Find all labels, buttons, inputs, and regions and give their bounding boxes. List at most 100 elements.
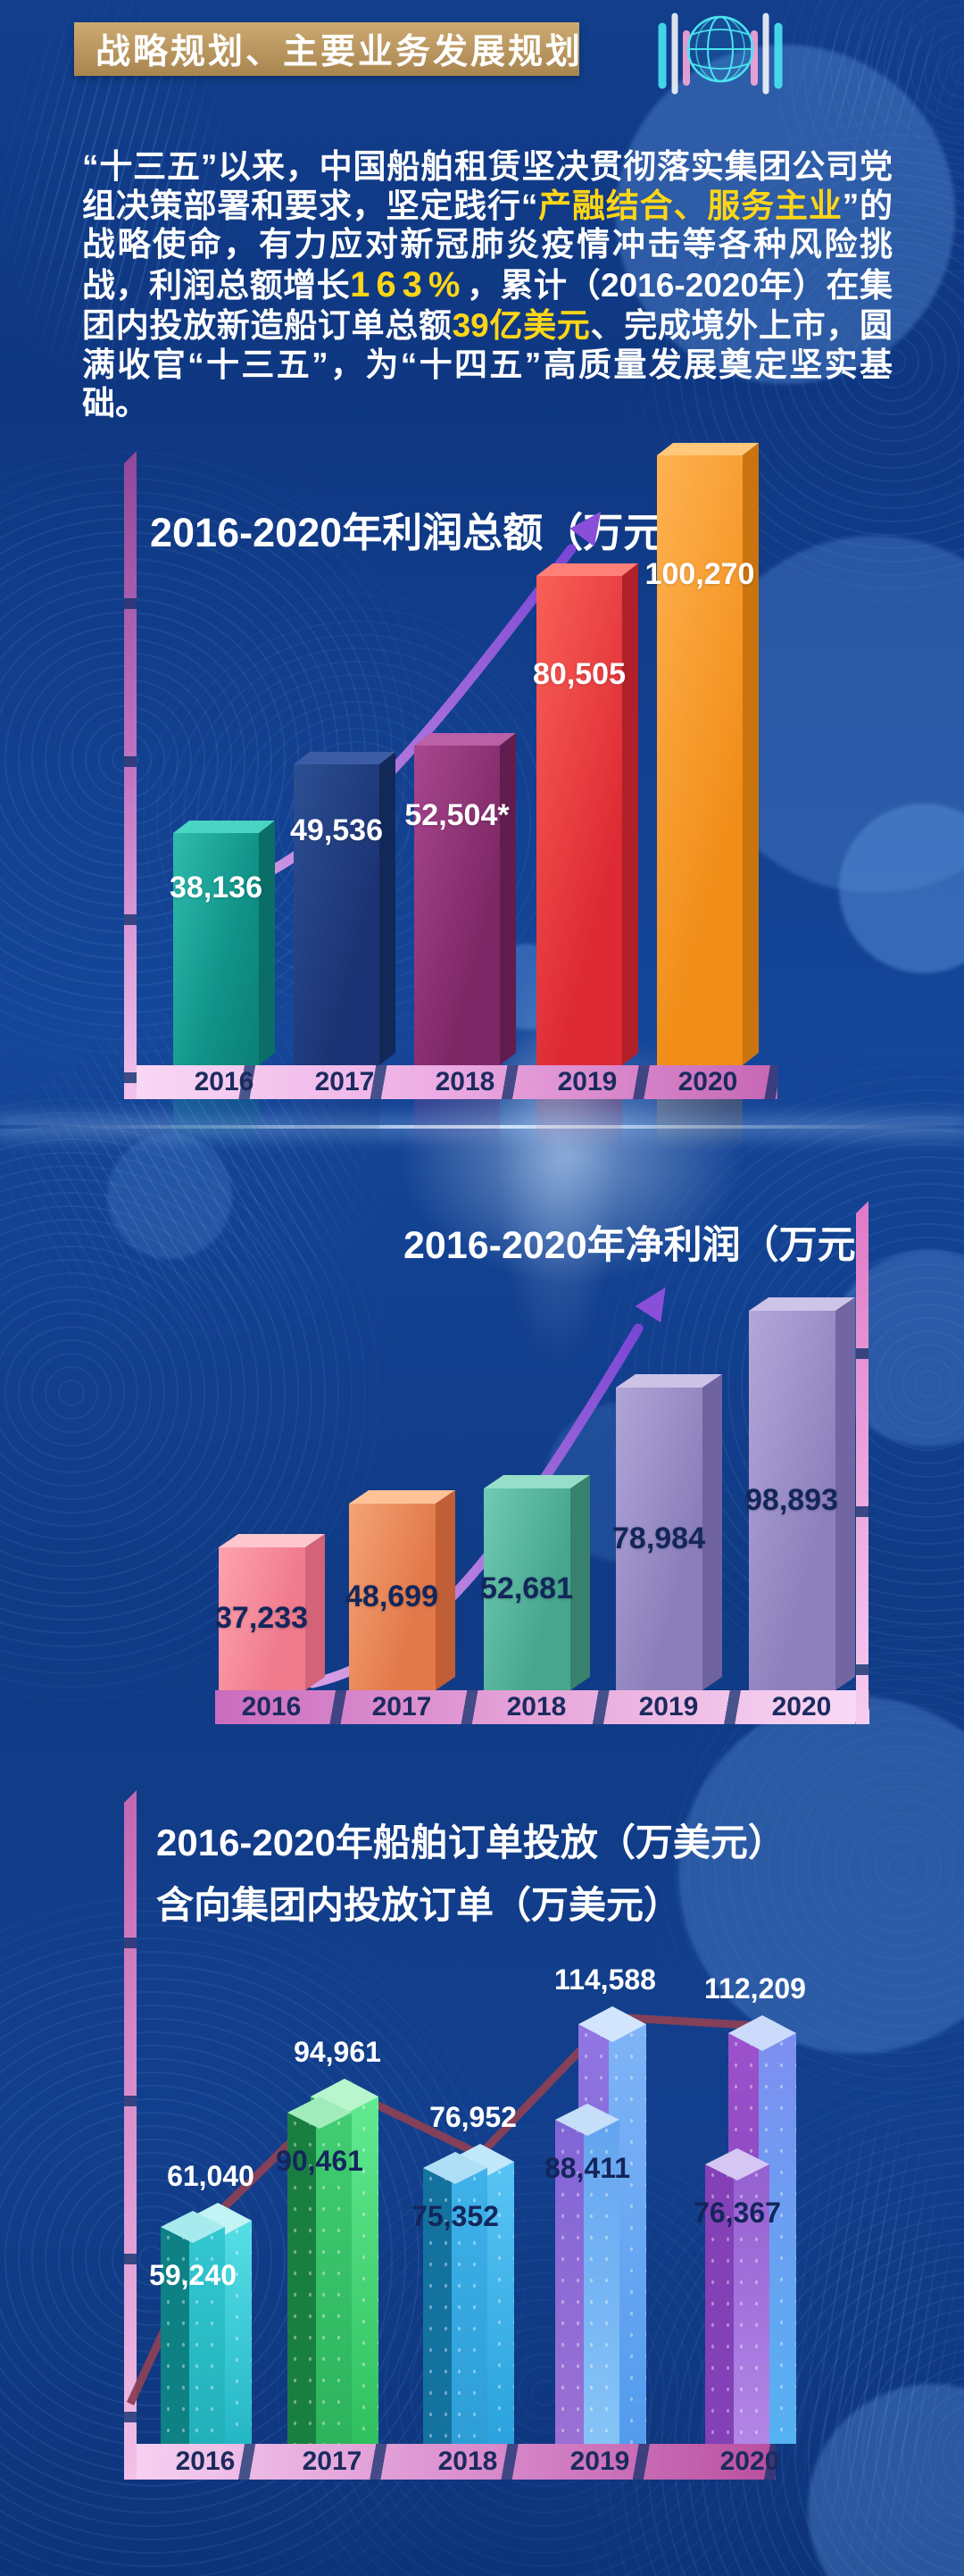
bar-reflection bbox=[657, 1099, 743, 1165]
y-axis bbox=[124, 451, 137, 1099]
bar-value-label: 100,270 bbox=[644, 557, 755, 591]
chart2-title: 2016-2020年净利润（万元） bbox=[403, 1224, 894, 1267]
bar-top-face bbox=[616, 1374, 722, 1388]
bar-top-face bbox=[749, 1297, 855, 1311]
bar-front-face bbox=[414, 746, 500, 1065]
bar-side-face bbox=[436, 1490, 455, 1690]
intro-segment: “十三五”以来，中国船舶租赁坚决贯彻落实集团公司党组决策部署和要求，坚定践行“ bbox=[82, 148, 893, 224]
bar-front-face bbox=[349, 1504, 436, 1690]
bar-side-face bbox=[622, 563, 638, 1065]
header-banner-title: 战略规划、主要业务发展规划 bbox=[96, 33, 584, 71]
order-internal-bar-2017 bbox=[287, 2097, 352, 2444]
bar-value-label: 90,461 bbox=[276, 2145, 363, 2177]
bar-top-face bbox=[657, 443, 759, 455]
bar-top-face bbox=[173, 821, 275, 833]
order-internal-bar-2020 bbox=[705, 2148, 769, 2444]
bar-value-label: 61,040 bbox=[167, 2160, 254, 2192]
bar-top-face bbox=[294, 752, 395, 764]
intro-segment: 、完成境外上市，圆满收官“十三五”，为“十四五”高质量发展奠定坚实基础。 bbox=[82, 307, 893, 422]
bar-reflection bbox=[173, 1099, 259, 1165]
bar-value-label: 112,209 bbox=[704, 1972, 806, 2005]
bar-value-label: 80,505 bbox=[533, 657, 626, 691]
bar-value-label: 114,588 bbox=[554, 1963, 656, 1996]
bar-right-face bbox=[584, 2120, 619, 2444]
bar-side-face bbox=[500, 733, 516, 1065]
intro-paragraph: “十三五”以来，中国船舶租赁坚决贯彻落实集团公司党组决策部署和要求，坚定践行“产… bbox=[82, 147, 893, 423]
decor-lines bbox=[785, 0, 964, 152]
bar-side-face bbox=[743, 443, 759, 1065]
x-axis-year-label: 2016 bbox=[175, 2447, 236, 2476]
bar-left-face bbox=[423, 2168, 452, 2444]
bar-right-face bbox=[189, 2227, 225, 2444]
bar-side-face bbox=[379, 752, 395, 1065]
bar-value-label: 76,367 bbox=[694, 2197, 781, 2229]
x-axis-year-label: 2018 bbox=[506, 1692, 567, 1722]
bar-front-face bbox=[294, 764, 379, 1065]
x-axis: 2016 2017 2018 2019 2020 bbox=[124, 1065, 777, 1099]
bar-reflection bbox=[536, 1099, 622, 1165]
bar-front-face bbox=[219, 1547, 305, 1690]
chart3-title: 2016-2020年船舶订单投放（万美元） bbox=[156, 1822, 785, 1863]
bar-side-face bbox=[702, 1374, 722, 1690]
bar-right-face bbox=[316, 2113, 352, 2444]
x-axis-year-label: 2017 bbox=[314, 1067, 375, 1096]
decor-blob bbox=[616, 45, 955, 384]
bar-side-face bbox=[835, 1297, 855, 1690]
bar-side-face bbox=[305, 1534, 325, 1690]
intro-segment: 39亿美元 bbox=[452, 307, 591, 345]
bar-value-label: 98,893 bbox=[745, 1483, 838, 1517]
chart3-subtitle: 含向集团内投放订单（万美元） bbox=[156, 1884, 682, 1926]
x-axis-year-label: 2020 bbox=[719, 2447, 780, 2476]
x-axis-year-label: 2018 bbox=[435, 1067, 495, 1096]
bar-2016 bbox=[219, 1534, 325, 1690]
bar-value-label: 38,136 bbox=[170, 871, 262, 905]
bar-2016 bbox=[173, 821, 275, 1065]
bar-2017 bbox=[294, 752, 395, 1065]
intro-segment: 163% bbox=[350, 264, 467, 304]
bar-front-face bbox=[484, 1488, 570, 1690]
x-axis-year-label: 2020 bbox=[771, 1692, 832, 1722]
bar-right-face bbox=[452, 2168, 487, 2444]
bar-2020 bbox=[749, 1297, 855, 1690]
decor-blob bbox=[839, 804, 964, 973]
x-axis-year-label: 2020 bbox=[677, 1067, 738, 1096]
decor-blob bbox=[107, 1134, 232, 1259]
intro-segment: ”的战略使命，有力应对新冠肺炎疫情冲击等各种风险挑战，利润总额增长 bbox=[82, 187, 893, 304]
x-axis-year-label: 2018 bbox=[437, 2447, 498, 2476]
bar-top-face bbox=[219, 1534, 325, 1547]
bar-left-face bbox=[555, 2120, 584, 2444]
bar-value-label: 52,681 bbox=[480, 1571, 573, 1605]
x-axis-year-label: 2016 bbox=[241, 1692, 302, 1722]
bar-2018 bbox=[414, 733, 516, 1065]
x-axis: 2016 2017 2018 2019 2020 bbox=[215, 1690, 869, 1724]
y-axis bbox=[856, 1201, 868, 1724]
x-axis-year-label: 2016 bbox=[194, 1067, 254, 1096]
bar-front-face bbox=[657, 455, 743, 1065]
decor-blob bbox=[678, 1696, 964, 2054]
bar-value-label: 94,961 bbox=[294, 2036, 381, 2068]
bar-side-face bbox=[259, 821, 275, 1065]
bar-reflection bbox=[414, 1099, 500, 1165]
bar-2020 bbox=[657, 443, 759, 1065]
x-axis-year-label: 2019 bbox=[638, 1692, 699, 1722]
bar-value-label: 76,952 bbox=[429, 2101, 517, 2133]
bar-value-label: 88,411 bbox=[544, 2152, 631, 2184]
bar-value-label: 49,536 bbox=[290, 813, 383, 847]
globe-network-icon bbox=[658, 13, 783, 95]
y-axis bbox=[124, 1790, 137, 2480]
order-internal-bar-2018 bbox=[423, 2152, 487, 2444]
bar-front-face bbox=[616, 1388, 702, 1690]
x-axis-year-label: 2017 bbox=[302, 2447, 362, 2476]
bar-left-face bbox=[287, 2113, 316, 2444]
bar-value-label: 37,233 bbox=[215, 1601, 308, 1635]
bar-front-face bbox=[749, 1311, 835, 1690]
bar-value-label: 52,504* bbox=[404, 798, 510, 832]
bar-2018 bbox=[484, 1475, 590, 1690]
bar-value-label: 59,240 bbox=[149, 2259, 237, 2291]
x-axis: 2016 2017 2018 2019 2020 bbox=[124, 2444, 779, 2480]
bar-left-face bbox=[161, 2227, 189, 2444]
bar-front-face bbox=[173, 833, 259, 1065]
